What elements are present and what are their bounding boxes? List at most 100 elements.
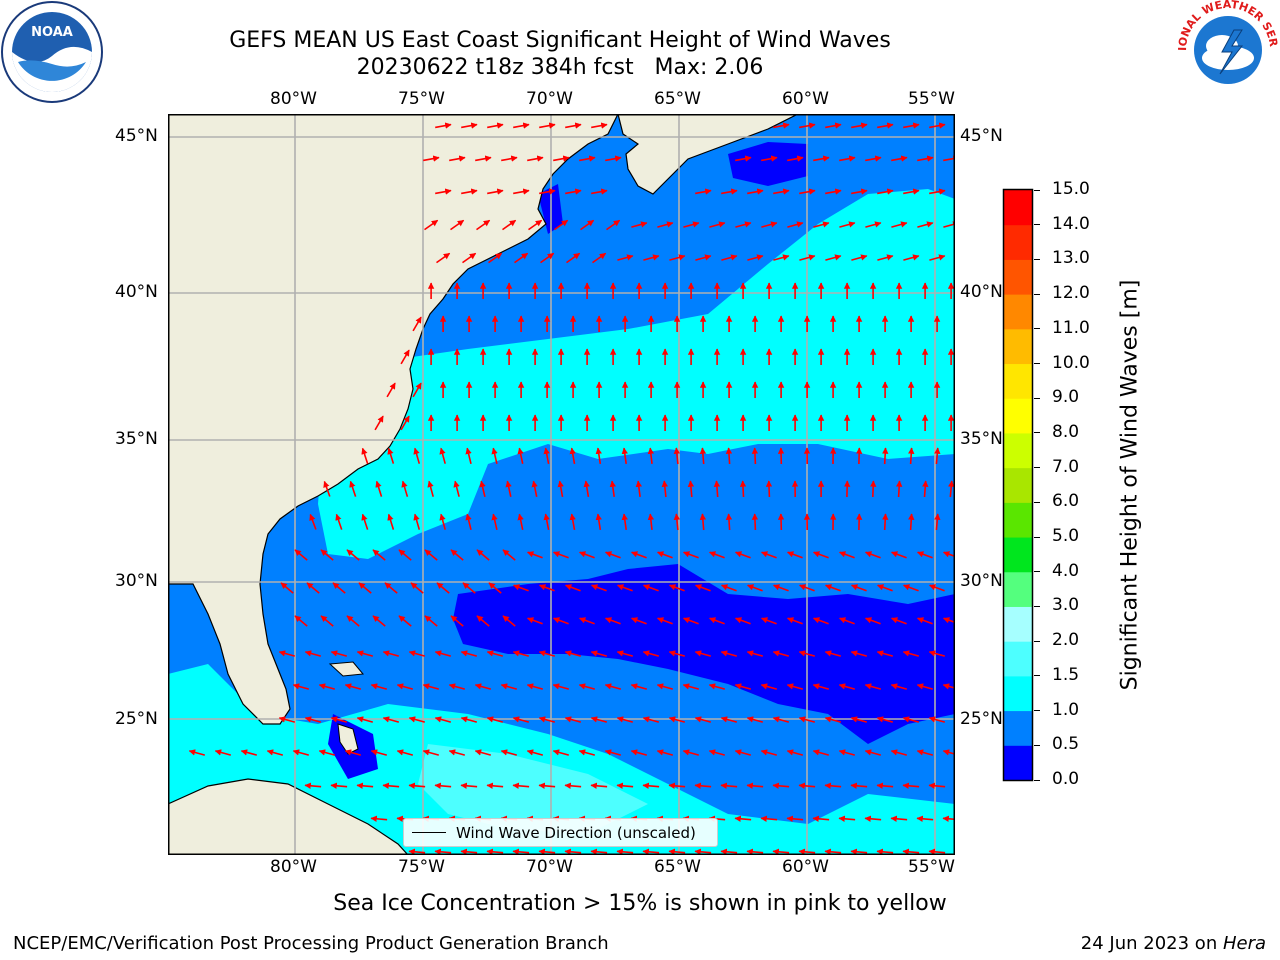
wave-direction-arrow	[720, 650, 738, 657]
wave-direction-arrow	[372, 615, 386, 627]
wave-direction-arrow	[695, 188, 712, 195]
wave-direction-arrow	[891, 221, 908, 228]
wave-direction-arrow	[486, 782, 504, 789]
wave-direction-arrow	[564, 716, 582, 723]
wave-direction-arrow	[398, 549, 412, 561]
wave-direction-arrow	[474, 683, 492, 690]
wave-direction-arrow	[505, 480, 512, 497]
wave-direction-arrow	[408, 848, 426, 855]
wave-direction-arrow	[942, 749, 955, 756]
wave-direction-arrow	[528, 219, 543, 231]
wave-direction-arrow	[760, 815, 778, 822]
wave-direction-arrow	[538, 716, 556, 723]
wave-direction-arrow	[375, 480, 383, 497]
nws-logo: NATIONAL WEATHER SERVICE	[1176, 0, 1280, 97]
wave-direction-arrow	[400, 349, 410, 365]
wave-direction-arrow	[787, 221, 804, 228]
wave-direction-arrow	[798, 716, 816, 723]
colorbar-segment	[1004, 745, 1032, 781]
wave-direction-arrow	[929, 254, 946, 261]
colorbar-label: Significant Height of Wind Waves [m]	[1117, 279, 1143, 691]
wave-direction-arrow	[356, 650, 374, 657]
wave-direction-arrow	[460, 782, 478, 789]
wave-direction-arrow	[294, 549, 308, 561]
wave-direction-arrow	[434, 650, 452, 657]
colorbar-tick-label: 0.0	[1052, 769, 1080, 789]
wave-direction-arrow	[621, 513, 628, 531]
wave-direction-arrow	[304, 716, 322, 723]
wave-direction-arrow	[526, 683, 544, 690]
wave-direction-arrow	[838, 815, 856, 822]
wave-direction-arrow	[656, 617, 673, 625]
wave-direction-arrow	[642, 650, 660, 657]
wave-direction-arrow	[751, 447, 759, 465]
lon-label-bottom-75w: 75°W	[398, 857, 445, 877]
wave-direction-arrow	[934, 447, 941, 465]
wave-direction-arrow	[760, 749, 778, 756]
land-cuba	[168, 778, 409, 855]
wave-direction-arrow	[502, 615, 516, 627]
wave-direction-arrow	[902, 584, 919, 592]
wave-direction-arrow	[526, 551, 543, 559]
wave-direction-arrow	[916, 617, 933, 625]
wave-direction-arrow	[683, 221, 700, 228]
wave-direction-arrow	[876, 848, 894, 855]
wave-direction-arrow	[864, 815, 882, 822]
wave-direction-arrow	[424, 615, 438, 627]
wave-direction-arrow	[876, 782, 894, 789]
wave-direction-arrow	[592, 252, 607, 264]
wave-direction-arrow	[864, 617, 881, 625]
wave-direction-arrow	[401, 480, 409, 497]
wave-direction-arrow	[344, 683, 362, 690]
wave-direction-arrow	[695, 254, 712, 261]
wave-direction-arrow	[512, 584, 529, 592]
wave-direction-arrow	[332, 582, 346, 594]
lat-label-left-35n: 35°N	[115, 429, 158, 449]
wave-direction-arrow	[747, 254, 764, 261]
wave-direction-arrow	[320, 615, 334, 627]
wave-direction-arrow	[876, 716, 894, 723]
wave-direction-arrow	[491, 513, 498, 530]
wave-direction-arrow	[890, 815, 908, 822]
wave-direction-arrow	[539, 188, 556, 195]
wave-direction-arrow	[851, 254, 868, 261]
wave-direction-arrow	[356, 716, 374, 723]
wave-direction-arrow	[864, 749, 882, 756]
wave-direction-arrow	[943, 221, 955, 228]
wave-direction-arrow	[387, 447, 395, 464]
wave-direction-arrow	[864, 551, 881, 559]
wave-direction-arrow	[656, 749, 674, 756]
wave-direction-arrow	[538, 584, 555, 592]
wave-direction-arrow	[725, 447, 733, 465]
wave-direction-arrow	[773, 188, 790, 195]
wave-direction-arrow	[642, 782, 660, 789]
wave-direction-arrow	[773, 122, 790, 129]
wave-direction-arrow	[434, 782, 452, 789]
wave-direction-arrow	[427, 480, 434, 497]
wave-direction-arrow	[412, 382, 422, 398]
colorbar-tick-mark	[1034, 467, 1040, 469]
wave-direction-arrow	[580, 219, 595, 231]
wave-direction-arrow	[673, 513, 681, 531]
colorbar-tick-mark	[1034, 224, 1040, 226]
colorbar-segment	[1004, 537, 1032, 573]
wave-direction-arrow	[761, 155, 778, 162]
wave-direction-arrow	[850, 782, 868, 789]
wave-direction-arrow	[772, 650, 790, 657]
lon-label-top-80w: 80°W	[270, 89, 317, 109]
colorbar-segment	[1004, 606, 1032, 642]
wave-direction-arrow	[188, 749, 206, 756]
wave-direction-arrow	[928, 584, 945, 592]
wave-direction-arrow	[346, 615, 360, 627]
wave-direction-arrow	[278, 650, 296, 657]
wave-direction-arrow	[502, 219, 517, 231]
wave-direction-arrow	[579, 155, 596, 162]
wave-direction-arrow	[384, 582, 398, 594]
wave-direction-arrow	[772, 584, 789, 592]
colorbar-tick-label: 6.0	[1052, 491, 1080, 512]
wave-direction-arrow	[824, 782, 842, 789]
wave-direction-arrow	[642, 716, 660, 723]
wave-direction-arrow	[356, 782, 374, 789]
lat-label-right-45n: 45°N	[960, 126, 1003, 146]
wave-direction-arrow	[486, 650, 504, 657]
